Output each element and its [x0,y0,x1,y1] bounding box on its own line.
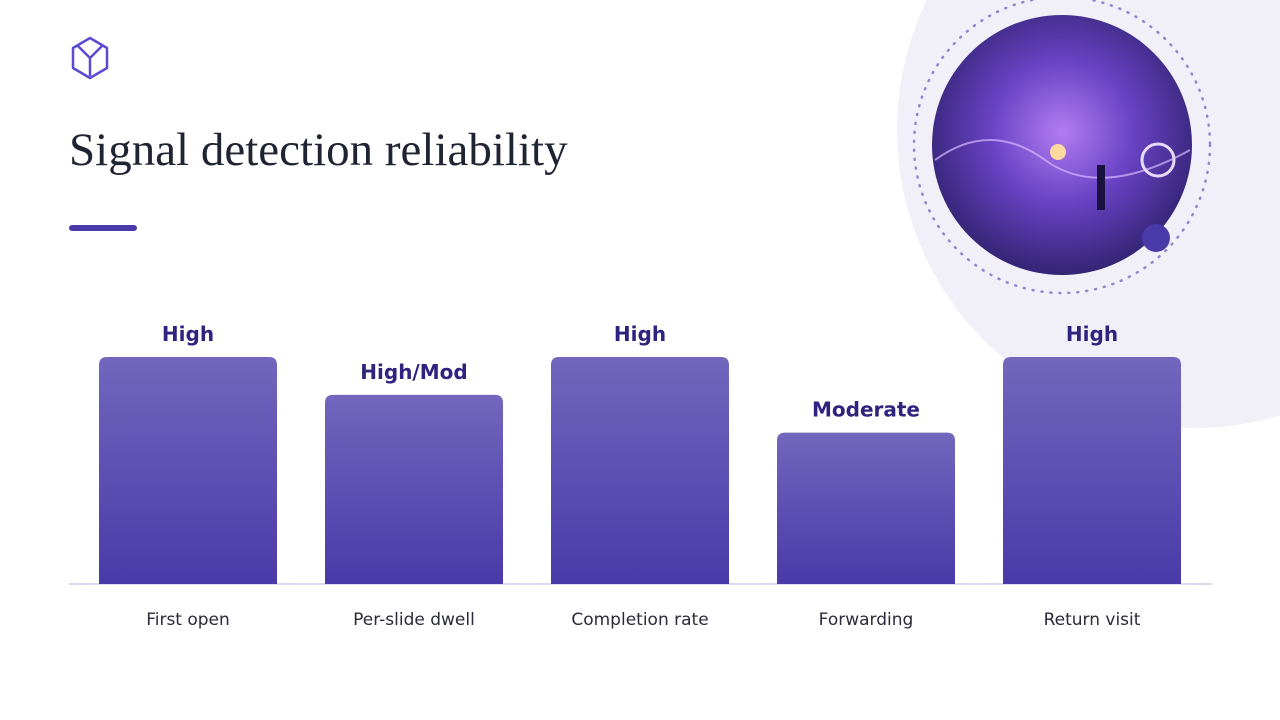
x-tick-label: Per-slide dwell [353,610,475,630]
hero-image [932,15,1192,275]
bar [99,357,277,584]
x-tick-label: Return visit [1044,610,1141,630]
image-detail [1097,165,1105,210]
image-detail [934,139,1191,179]
x-tick-label: Completion rate [571,610,708,630]
value-label: Moderate [812,398,920,422]
bar [551,357,729,584]
title-accent [69,225,137,231]
bar [1003,357,1181,584]
dotted-ring [912,0,1212,295]
logo [71,36,109,80]
value-label: High [614,322,666,346]
value-label: High/Mod [360,360,467,384]
value-label: High [162,322,214,346]
x-tick-label: Forwarding [819,610,914,630]
bar [777,432,955,584]
image-detail [1050,144,1066,160]
chart-title: Signal detection reliability [69,124,568,176]
x-tick-label: First open [146,610,230,630]
image-detail [1140,142,1176,178]
bar [325,394,503,584]
value-label: High [1066,322,1118,346]
accent-dot [1142,224,1170,252]
